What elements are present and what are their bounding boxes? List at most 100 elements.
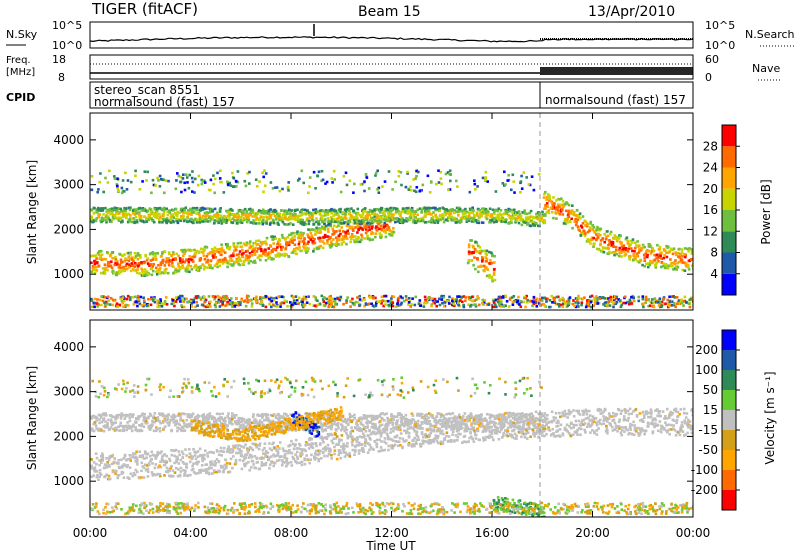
velocity-cell: [407, 444, 411, 447]
power-cell: [488, 276, 491, 279]
power-cell: [269, 244, 272, 247]
power-cell: [478, 246, 482, 249]
power-cell: [486, 268, 489, 271]
velocity-cell: [353, 453, 356, 456]
power-cell: [245, 254, 248, 257]
power-cell: [552, 216, 555, 220]
power-cell: [191, 180, 195, 184]
velocity-cell: [225, 464, 228, 468]
velocity-cell: [310, 453, 313, 457]
power-cell: [614, 300, 617, 304]
velocity-cell: [107, 474, 111, 478]
power-cell: [99, 219, 102, 223]
power-cell: [295, 299, 299, 302]
power-cell: [434, 300, 438, 303]
velocity-cell: [92, 474, 95, 477]
power-cell: [255, 295, 258, 299]
power-cell: [517, 210, 521, 213]
velocity-cell: [199, 468, 203, 472]
power-cell: [361, 228, 364, 231]
velocity-cell: [108, 456, 112, 459]
power-cell: [135, 219, 139, 222]
power-cell: [548, 299, 552, 302]
power-cell: [521, 211, 525, 214]
power-cell: [251, 209, 254, 213]
velocity-cell: [268, 447, 272, 450]
power-cell: [412, 218, 415, 222]
power-cell: [305, 246, 308, 249]
power-cell: [436, 221, 440, 224]
velocity-cell: [143, 457, 146, 460]
power-cell: [121, 220, 124, 223]
power-cell: [253, 248, 256, 252]
power-cell: [483, 298, 487, 302]
power-cell: [491, 298, 495, 302]
power-cell: [342, 221, 346, 225]
power-cell: [330, 216, 333, 219]
power-cell: [631, 238, 635, 241]
power-cell: [520, 187, 524, 190]
power-cell: [314, 296, 317, 299]
power-cell: [330, 212, 333, 215]
power-cell: [244, 257, 248, 260]
power-cell: [555, 217, 558, 220]
power-cell: [300, 213, 304, 216]
power-cell: [633, 256, 637, 260]
power-cell: [100, 253, 104, 256]
power-cell: [116, 209, 119, 213]
velocity-cell: [285, 458, 288, 462]
power-cell: [684, 300, 688, 304]
power-cell: [176, 217, 179, 221]
power-cell: [199, 247, 203, 251]
power-cell: [366, 216, 369, 219]
power-cell: [550, 294, 553, 298]
velocity-cell: [405, 430, 409, 433]
power-cell: [264, 240, 267, 243]
power-cell: [363, 304, 366, 308]
power-cell: [199, 207, 203, 210]
power-cell: [209, 259, 213, 262]
power-cell: [213, 219, 217, 222]
power-cell: [513, 217, 517, 220]
power-cell: [628, 245, 631, 248]
power-cell: [561, 199, 565, 203]
power-cell: [662, 256, 666, 260]
power-cell: [320, 209, 323, 212]
power-cell: [264, 295, 268, 298]
power-cell: [485, 303, 489, 306]
velocity-cell: [402, 440, 406, 443]
power-cell: [660, 304, 664, 307]
power-cell: [205, 218, 209, 221]
power-cell: [413, 303, 417, 307]
power-cell: [129, 269, 133, 273]
power-cell: [276, 305, 279, 308]
power-cell: [209, 300, 212, 304]
power-cell: [201, 206, 204, 210]
power-cell: [330, 305, 334, 308]
velocity-cell: [194, 457, 198, 460]
power-cell: [290, 239, 294, 243]
power-cell: [145, 258, 149, 262]
power-cell: [387, 216, 391, 220]
power-cell: [151, 299, 155, 302]
power-cell: [220, 260, 223, 263]
power-cell: [344, 210, 348, 213]
power-cell: [614, 246, 618, 249]
velocity-cell: [209, 463, 212, 467]
power-cell: [259, 216, 262, 220]
power-cell: [470, 251, 474, 254]
velocity-cell: [122, 457, 126, 460]
power-cell: [598, 297, 602, 300]
power-cell: [660, 261, 664, 264]
power-cell: [280, 233, 284, 237]
power-cell: [177, 265, 180, 268]
power-cell: [143, 215, 146, 219]
power-cell: [257, 243, 260, 246]
velocity-cell: [210, 466, 213, 470]
power-cell: [93, 305, 96, 309]
power-cell: [289, 212, 292, 215]
velocity-cell: [326, 443, 330, 447]
power-cell: [246, 256, 250, 259]
power-cell: [158, 174, 162, 178]
power-cell: [364, 173, 368, 176]
